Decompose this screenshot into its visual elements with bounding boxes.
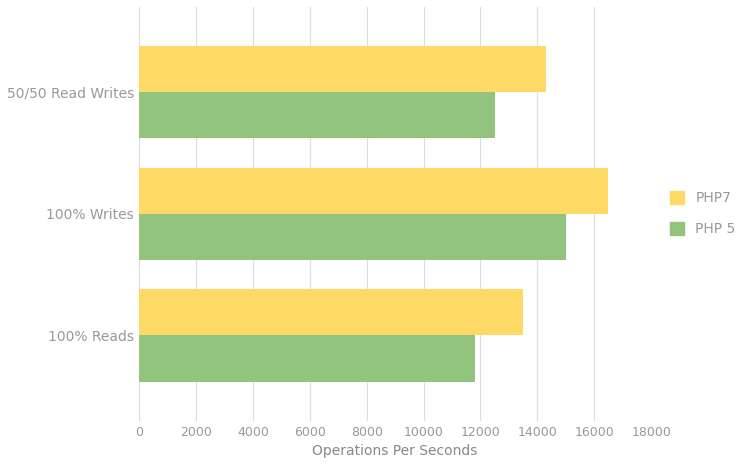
- Bar: [139, 46, 546, 92]
- Legend: PHP7, PHP 5: PHP7, PHP 5: [663, 185, 742, 243]
- Bar: [139, 335, 475, 382]
- Bar: [139, 214, 566, 260]
- Bar: [139, 92, 495, 139]
- Bar: [139, 167, 608, 214]
- X-axis label: Operations Per Seconds: Operations Per Seconds: [313, 444, 478, 458]
- Bar: [139, 289, 524, 335]
